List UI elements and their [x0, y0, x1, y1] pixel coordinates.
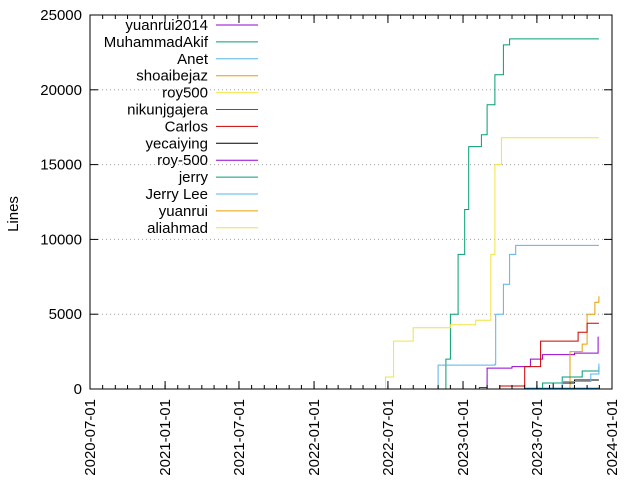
y-tick-label-4: 20000	[40, 82, 82, 99]
x-tick-label-5: 2023-01-01	[455, 399, 472, 476]
y-tick-label-0: 0	[74, 381, 82, 398]
legend: yuanrui2014MuhammadAkifAnetshoaibejazroy…	[104, 17, 258, 237]
legend-label-7: yecaiying	[145, 135, 208, 152]
legend-label-5: nikunjgajera	[127, 102, 209, 119]
series-line-10	[530, 363, 600, 390]
legend-label-3: shoaibejaz	[136, 68, 208, 85]
series-line-0	[458, 336, 599, 390]
series-line-6	[450, 322, 599, 390]
series-lines	[375, 38, 600, 390]
y-axis-label: Lines	[5, 196, 22, 232]
legend-label-12: aliahmad	[147, 220, 208, 237]
x-tick-label-3: 2022-01-01	[306, 399, 323, 476]
series-line-9	[524, 366, 600, 390]
legend-label-11: yuanrui	[159, 203, 208, 220]
legend-label-4: roy500	[162, 85, 208, 102]
legend-label-0: yuanrui2014	[125, 17, 208, 34]
legend-label-6: Carlos	[165, 118, 208, 135]
y-tick-label-5: 25000	[40, 7, 82, 24]
x-tick-label-4: 2022-07-01	[380, 399, 397, 476]
y-tick-label-1: 5000	[49, 306, 82, 323]
x-tick-label-7: 2024-01-01	[604, 399, 621, 476]
x-tick-label-0: 2020-07-01	[82, 399, 99, 476]
y-tick-label-3: 15000	[40, 157, 82, 174]
legend-label-2: Anet	[177, 51, 209, 68]
grid-lines	[90, 89, 612, 315]
series-line-3	[565, 296, 600, 390]
axes: 0 5000 10000 15000 20000 25000 2020-07-01 2021-…	[40, 7, 621, 476]
x-tick-label-6: 2023-07-01	[529, 399, 546, 476]
x-tick-label-2: 2021-07-01	[231, 399, 248, 476]
x-tick-label-1: 2021-01-01	[157, 399, 174, 476]
series-line-4	[375, 137, 599, 390]
legend-label-8: roy-500	[157, 152, 208, 169]
series-line-1	[438, 38, 599, 390]
legend-label-1: MuhammadAkif	[104, 34, 209, 51]
y-tick-label-2: 10000	[40, 231, 82, 248]
series-line-2	[429, 244, 599, 390]
legend-label-9: jerry	[178, 169, 209, 186]
legend-label-10: Jerry Lee	[145, 186, 208, 203]
